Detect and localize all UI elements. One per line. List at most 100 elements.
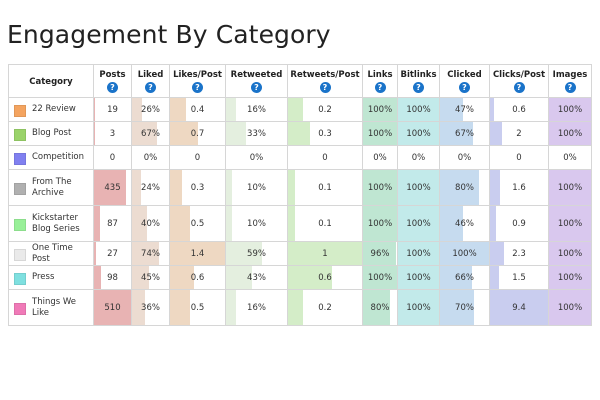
clicks-post-value: 9.4 — [512, 302, 526, 313]
category-label: Kickstarter Blog Series — [32, 212, 80, 234]
links-cell: 0% — [362, 145, 398, 170]
retweeted-value: 16% — [247, 104, 266, 115]
retweets-post-value: 1 — [322, 248, 328, 259]
likes-post-bar — [170, 206, 190, 241]
posts-cell: 98 — [93, 265, 132, 290]
clicked-cell: 80% — [439, 169, 490, 206]
help-icon[interactable]: ? — [564, 82, 576, 93]
liked-cell: 0% — [131, 145, 170, 170]
table-row: One Time Post 27 74% 1.4 59% 1 96% 100% 100% 2.3 1… — [8, 241, 592, 266]
column-header-retweeted[interactable]: Retweeted? — [225, 64, 288, 98]
links-value: 100% — [367, 182, 393, 193]
liked-bar — [132, 206, 147, 241]
clicked-bar — [440, 98, 464, 121]
retweets-post-cell: 0.2 — [287, 97, 363, 122]
column-header-label: Category — [29, 76, 73, 87]
category-label: Things We Like — [32, 296, 76, 318]
clicks-post-bar — [490, 122, 503, 145]
help-icon[interactable]: ? — [413, 82, 424, 93]
bitlinks-bar — [398, 170, 439, 205]
bitlinks-cell: 0% — [397, 145, 440, 170]
clicks-post-bar — [490, 98, 494, 121]
help-icon[interactable]: ? — [513, 82, 525, 93]
help-icon[interactable]: ? — [374, 82, 386, 93]
retweeted-bar — [226, 170, 233, 205]
category-cell: Kickstarter Blog Series — [8, 205, 94, 242]
likes-post-value: 0.7 — [190, 128, 205, 139]
category-label: 22 Review — [32, 104, 76, 114]
retweeted-value: 59% — [247, 248, 266, 259]
images-value: 100% — [557, 248, 583, 259]
clicks-post-value: 2.3 — [512, 248, 526, 259]
retweeted-bar — [226, 266, 253, 289]
column-header-images[interactable]: Images? — [548, 64, 592, 98]
help-icon[interactable]: ? — [459, 82, 470, 93]
column-header-clicks-post[interactable]: Clicks/Post? — [489, 64, 549, 98]
column-header-bitlinks[interactable]: Bitlinks? — [397, 64, 440, 98]
retweets-post-value: 0.1 — [318, 182, 332, 193]
retweets-post-value: 0.1 — [318, 218, 332, 229]
retweeted-value: 10% — [247, 182, 266, 193]
images-cell: 100% — [548, 289, 592, 326]
liked-bar — [132, 290, 146, 325]
column-header-posts[interactable]: Posts? — [93, 64, 132, 98]
images-value: 100% — [557, 218, 583, 229]
help-icon[interactable]: ? — [145, 82, 156, 93]
clicks-post-cell: 9.4 — [489, 289, 549, 326]
images-cell: 100% — [548, 241, 592, 266]
bitlinks-cell: 100% — [397, 265, 440, 290]
help-icon[interactable]: ? — [319, 82, 331, 93]
column-header-likes-post[interactable]: Likes/Post? — [169, 64, 226, 98]
likes-post-bar — [170, 122, 198, 145]
liked-cell: 40% — [131, 205, 170, 242]
clicked-value: 100% — [452, 248, 477, 259]
bitlinks-bar — [398, 98, 439, 121]
links-bar — [363, 266, 397, 289]
help-icon[interactable]: ? — [192, 82, 203, 93]
likes-post-value: 0.5 — [190, 302, 205, 313]
retweets-post-bar — [288, 242, 362, 265]
column-header-clicked[interactable]: Clicked? — [439, 64, 490, 98]
posts-value: 27 — [107, 248, 118, 259]
clicks-post-cell: 0.6 — [489, 97, 549, 122]
engagement-table: Category Posts? Liked? Likes/Post? Retweete… — [8, 64, 592, 326]
posts-value: 510 — [104, 302, 121, 313]
table-row: 22 Review 19 26% 0.4 16% 0.2 100% 100% 47% 0.6 100… — [8, 97, 592, 122]
bitlinks-value: 100% — [406, 182, 431, 193]
category-color-swatch — [14, 104, 26, 117]
liked-value: 67% — [141, 128, 160, 139]
retweeted-cell: 16% — [225, 97, 288, 122]
clicks-post-value: 2 — [516, 128, 522, 139]
category-cell: Things We Like — [8, 289, 94, 326]
column-header-label: Posts — [99, 70, 126, 80]
column-header-retweets-post[interactable]: Retweets/Post? — [287, 64, 363, 98]
column-header-links[interactable]: Links? — [362, 64, 398, 98]
liked-value: 0% — [143, 152, 158, 163]
category-label: Blog Post — [32, 128, 72, 138]
posts-bar — [94, 98, 96, 121]
help-icon[interactable]: ? — [107, 82, 118, 93]
likes-post-cell: 0.4 — [169, 97, 226, 122]
column-header-label: Retweeted — [230, 70, 283, 80]
help-icon[interactable]: ? — [251, 82, 262, 93]
category-color-swatch — [14, 128, 26, 141]
links-value: 100% — [367, 128, 393, 139]
likes-post-cell: 0.6 — [169, 265, 226, 290]
images-bar — [549, 122, 591, 145]
retweets-post-cell: 0.2 — [287, 289, 363, 326]
bitlinks-bar — [398, 206, 439, 241]
images-bar — [549, 170, 591, 205]
category-color-swatch — [14, 248, 26, 261]
bitlinks-value: 100% — [406, 248, 431, 259]
posts-cell: 435 — [93, 169, 132, 206]
column-header-liked[interactable]: Liked? — [131, 64, 170, 98]
category-cell: Blog Post — [8, 121, 94, 146]
clicked-bar — [440, 290, 475, 325]
likes-post-value: 1.4 — [190, 248, 205, 259]
links-value: 80% — [370, 302, 390, 313]
column-header-category: Category — [8, 64, 94, 98]
category-color-swatch — [14, 182, 26, 195]
clicks-post-bar — [490, 170, 500, 205]
images-bar — [549, 242, 591, 265]
posts-bar — [94, 266, 102, 289]
